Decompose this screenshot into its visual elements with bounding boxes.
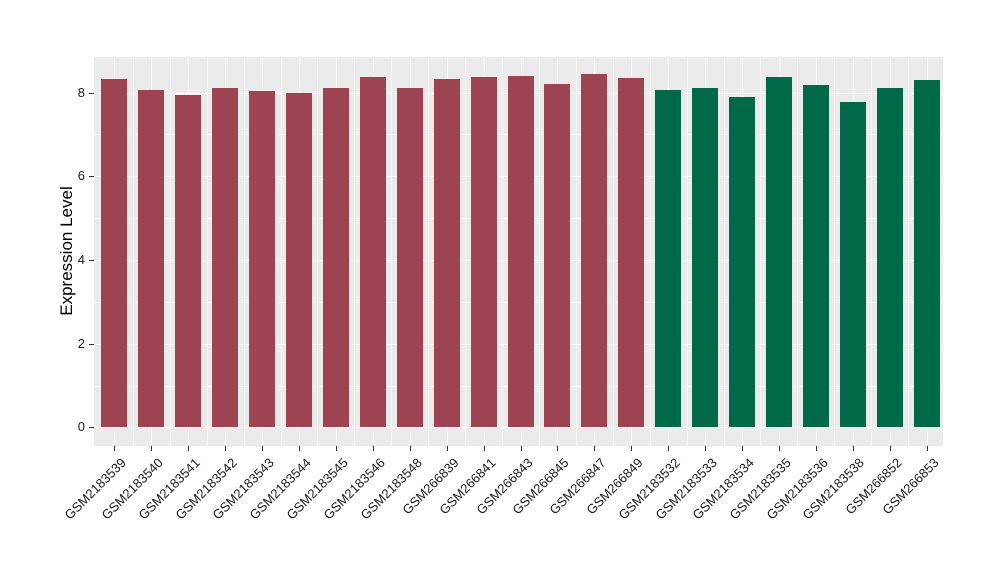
x-axis-tick [705,446,707,451]
x-axis-tick [815,446,817,451]
x-axis-tick [557,446,559,451]
gridline-vertical-minor [834,57,836,446]
y-axis-tick [89,259,94,261]
x-axis-tick [335,446,337,451]
bar [175,95,202,428]
bar [286,93,313,428]
chart-panel [94,57,943,446]
x-axis-tick [299,446,301,451]
gridline-vertical-minor [760,57,762,446]
bar [913,80,940,428]
bar [876,87,903,428]
x-axis-tick [926,446,928,451]
gridline-vertical-minor [502,57,504,446]
bar [322,87,349,428]
bar [692,87,719,428]
bar [618,77,645,428]
x-axis-tick [225,446,227,451]
gridline-vertical-minor [538,57,540,446]
x-axis-tick [852,446,854,451]
bar [433,79,460,428]
bar [396,88,423,428]
gridline-vertical-minor [391,57,393,446]
gridline-vertical-minor [797,57,799,446]
gridline-vertical-minor [649,57,651,446]
gridline-vertical-minor [169,57,171,446]
x-axis-tick [372,446,374,451]
x-axis-tick [446,446,448,451]
gridline-vertical-minor [612,57,614,446]
gridline-vertical-minor [243,57,245,446]
bar [138,90,165,428]
bar [839,102,866,428]
bar [728,97,755,428]
gridline-vertical-minor [465,57,467,446]
x-axis-tick [889,446,891,451]
bar [212,87,239,428]
y-axis-tick [89,427,94,429]
gridline-vertical-minor [317,57,319,446]
gridline-vertical-minor [871,57,873,446]
bar [581,74,608,428]
x-axis-tick [409,446,411,451]
y-axis-tick-label: 2 [77,335,85,351]
gridline-vertical-minor [686,57,688,446]
x-axis-tick [520,446,522,451]
y-axis-tick [89,343,94,345]
bar [544,83,571,428]
y-axis-tick-label: 0 [77,419,85,435]
gridline-vertical-minor [908,57,910,446]
bar [802,85,829,428]
gridline-vertical-minor [575,57,577,446]
bar [359,76,386,428]
gridline-vertical-minor [132,57,134,446]
x-axis-tick [594,446,596,451]
bar [655,90,682,428]
gridline-vertical-minor [354,57,356,446]
bar [249,91,276,428]
y-axis-tick [89,92,94,94]
x-axis-tick [188,446,190,451]
x-axis-tick [741,446,743,451]
y-axis-tick-label: 4 [77,251,85,267]
gridline-vertical-minor [428,57,430,446]
x-axis-tick [631,446,633,451]
x-axis-tick [114,446,116,451]
gridline-vertical-minor [206,57,208,446]
bar [470,76,497,428]
x-axis-tick [262,446,264,451]
bar [101,79,128,428]
bar [765,77,792,428]
y-axis-tick-label: 8 [77,84,85,100]
x-axis-tick [483,446,485,451]
bar [507,75,534,428]
gridline-horizontal-major [94,427,943,429]
gridline-vertical-minor [280,57,282,446]
x-axis-tick [778,446,780,451]
gridline-vertical-minor [723,57,725,446]
y-axis-tick-label: 6 [77,168,85,184]
x-axis-tick [151,446,153,451]
x-axis-tick [668,446,670,451]
y-axis-tick [89,176,94,178]
